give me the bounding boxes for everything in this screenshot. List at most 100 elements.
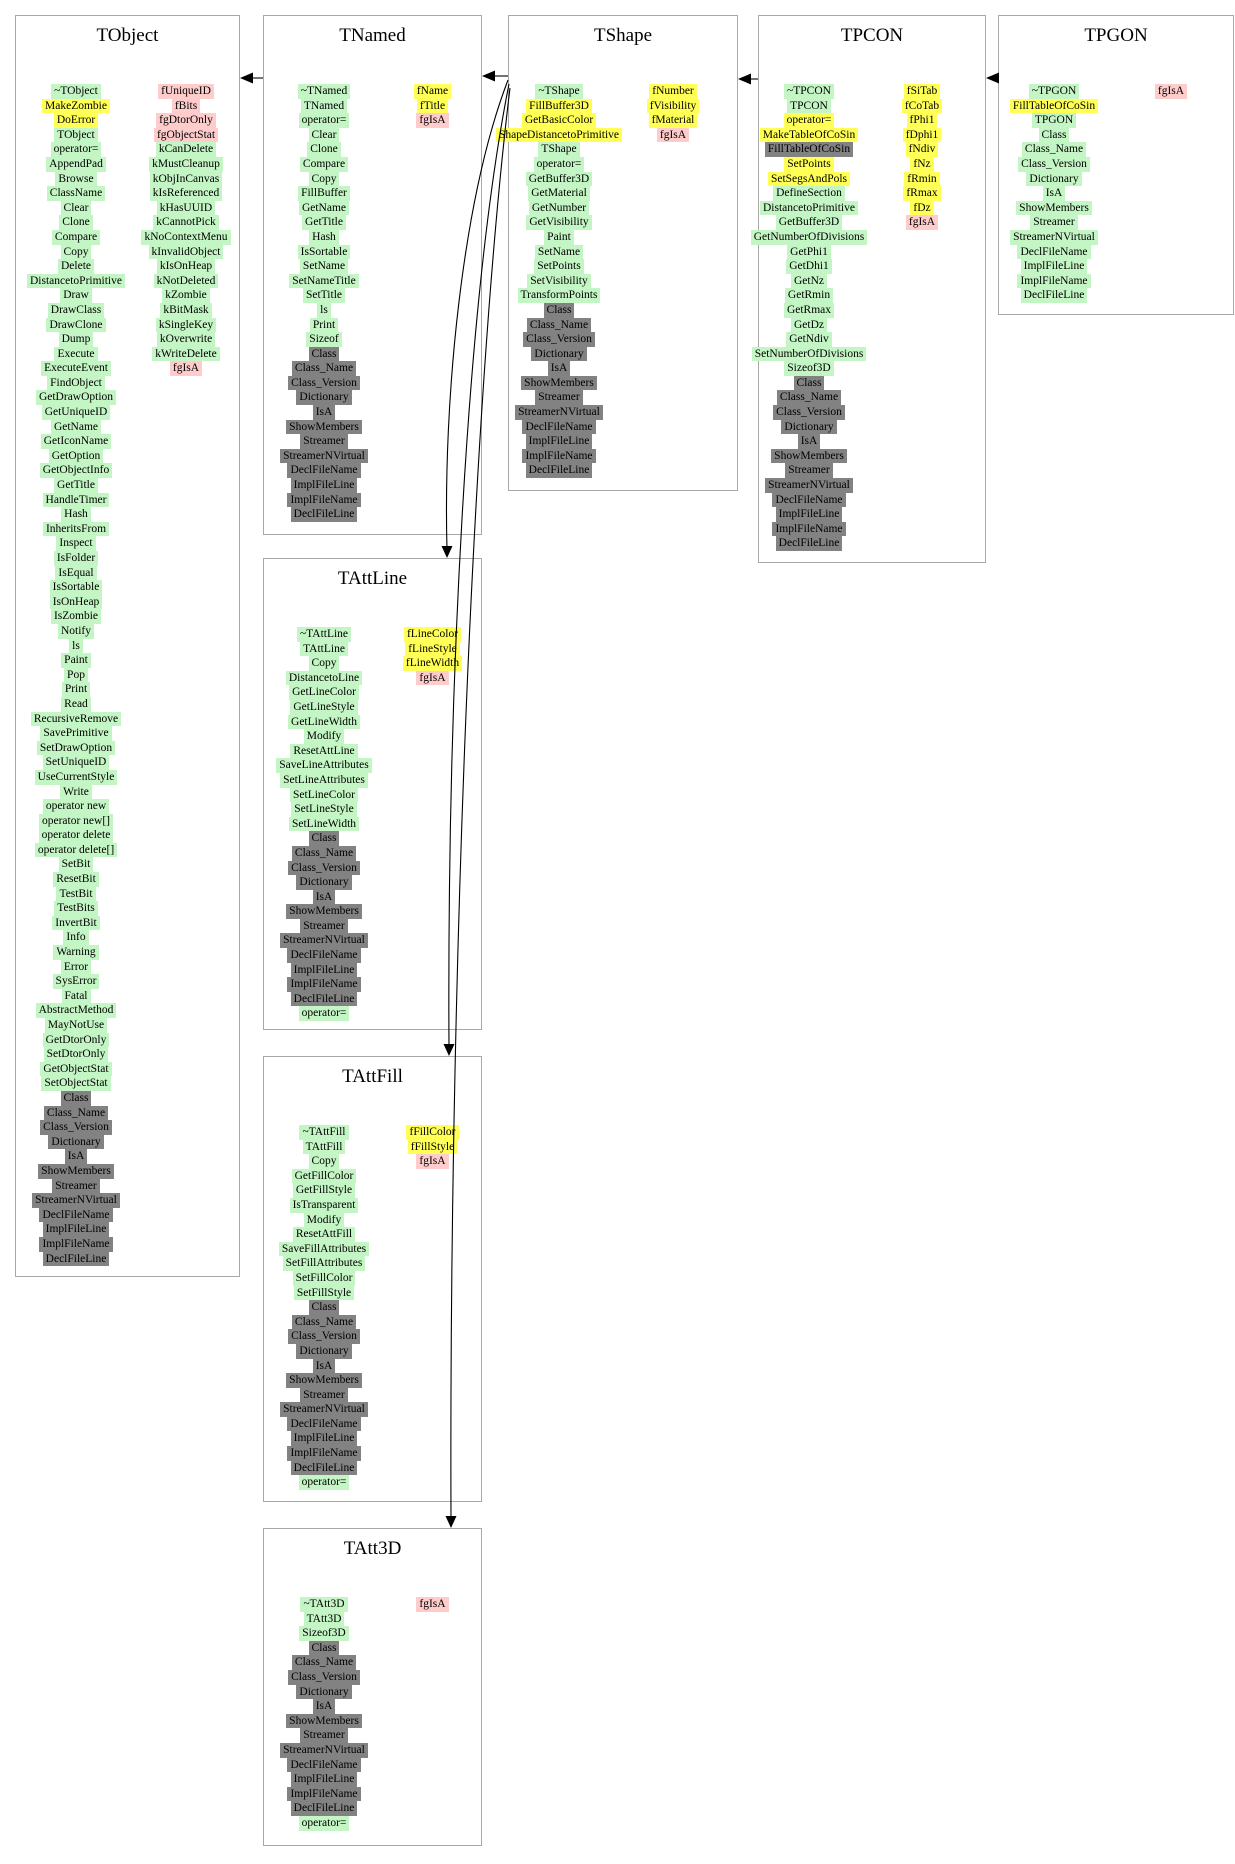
method-cell: Draw — [60, 288, 92, 303]
method-cell: TPGON — [1031, 113, 1077, 128]
method-cell: operator= — [298, 113, 350, 128]
attrs-column: fLineColor fLineStyle fLineWidth fgIsA — [384, 627, 481, 1021]
method-cell: GetNz — [790, 273, 827, 289]
method-cell: DeclFileLine — [525, 463, 593, 479]
method-cell: Streamer — [52, 1178, 100, 1194]
method-cell: SetVisibility — [527, 273, 591, 289]
attr-cell: fgIsA — [416, 113, 449, 128]
method-cell: ImplFileName — [1017, 273, 1091, 289]
method-cell: Class_Name — [291, 361, 357, 376]
method-cell: StreamerNVirtual — [32, 1193, 120, 1208]
method-cell: Error — [60, 959, 92, 975]
method-cell: Class_Version — [288, 860, 360, 876]
method-cell: Delete — [57, 259, 94, 274]
method-cell: AppendPad — [46, 156, 106, 172]
method-cell: DeclFileName — [287, 948, 361, 963]
attr-cell: fgIsA — [1154, 84, 1188, 99]
method-cell: GetNumber — [528, 200, 590, 216]
attr-cell: fLineColor — [403, 627, 462, 642]
method-cell: ImplFileLine — [42, 1222, 110, 1237]
attrs-column: fSiTab fCoTab fPhi1 fDphi1 fNdiv fNz fRmin fRma… — [859, 84, 985, 551]
attrs-column: fgIsA — [384, 1597, 481, 1831]
method-cell: operator= — [298, 1006, 350, 1022]
method-cell: MakeZombie — [42, 98, 110, 114]
method-cell: AbstractMethod — [35, 1003, 117, 1018]
method-cell: Class_Version — [40, 1120, 112, 1135]
attr-cell: fRmin — [904, 171, 940, 187]
method-cell: ResetAttFill — [292, 1227, 356, 1242]
method-cell: GetBuffer3D — [525, 171, 593, 187]
method-cell: IsFolder — [53, 551, 99, 566]
method-cell: GetDrawOption — [35, 390, 117, 406]
method-cell: ImplFileLine — [525, 434, 593, 449]
attr-cell: fDz — [910, 200, 934, 216]
class-title-tnamed: TNamed — [339, 25, 406, 46]
method-cell: GetIconName — [40, 434, 112, 449]
method-cell: Fatal — [61, 988, 91, 1004]
method-cell: GetBuffer3D — [775, 215, 843, 230]
method-cell: ImplFileLine — [1020, 259, 1088, 274]
class-body: ~TAtt3D TAtt3D Sizeof3D Class Class_Name Clas… — [264, 1597, 481, 1831]
method-cell: DeclFileName — [39, 1207, 113, 1223]
method-cell: Warning — [53, 945, 99, 960]
method-cell: Copy — [308, 656, 340, 671]
method-cell: RecursiveRemove — [30, 711, 122, 727]
method-cell: Class — [308, 1640, 340, 1656]
method-cell: SetFillColor — [292, 1270, 356, 1286]
attr-cell: fMaterial — [648, 113, 698, 128]
method-cell: ImplFileLine — [290, 962, 358, 978]
method-cell: SetName — [534, 244, 584, 260]
method-cell: Clone — [307, 142, 341, 157]
method-cell: Class — [60, 1090, 92, 1106]
method-cell: SetObjectStat — [41, 1076, 111, 1091]
attr-cell: kWriteDelete — [152, 346, 220, 362]
class-body: ~TObject MakeZombie DoError TObject operator… — [16, 84, 239, 1267]
attr-cell: fPhi1 — [906, 113, 938, 128]
method-cell: SetTitle — [302, 288, 345, 303]
attr-cell: fSiTab — [903, 84, 941, 99]
attr-cell: fgDtorOnly — [156, 113, 216, 128]
method-cell: Class_Name — [291, 845, 357, 861]
methods-column: ~TAttLine TAttLine Copy DistancetoLine GetLi… — [264, 627, 384, 1022]
method-cell: Clone — [59, 215, 93, 230]
method-cell: Class — [308, 1300, 340, 1315]
method-cell: TPCON — [787, 98, 831, 114]
method-cell: SetLineAttributes — [280, 772, 368, 788]
attr-cell: kZombie — [162, 288, 210, 303]
attr-cell: fLineWidth — [402, 656, 463, 671]
method-cell: DeclFileName — [287, 1757, 361, 1773]
method-cell: SetFillAttributes — [282, 1256, 366, 1271]
method-cell: SetName — [299, 259, 349, 274]
method-cell: SetUniqueID — [42, 755, 110, 770]
attr-cell: kBitMask — [160, 302, 212, 318]
class-title-tobject: TObject — [96, 25, 159, 46]
method-cell: GetTitle — [54, 478, 98, 493]
attr-cell: fNumber — [649, 84, 697, 99]
method-cell: Class_Version — [773, 405, 845, 420]
attr-cell: fgIsA — [656, 127, 690, 143]
method-cell: SetNumberOfDivisions — [751, 346, 867, 362]
method-cell: GetUniqueID — [41, 405, 111, 420]
method-cell: DeclFileLine — [42, 1251, 110, 1267]
method-cell: Dictionary — [296, 390, 352, 406]
method-cell: ShowMembers — [38, 1163, 114, 1179]
method-cell: Write — [60, 784, 92, 800]
method-cell: ShowMembers — [286, 419, 362, 435]
method-cell: Class_Version — [1018, 156, 1090, 172]
method-cell: StreamerNVirtual — [280, 933, 368, 949]
method-cell: ~TShape — [535, 84, 583, 99]
method-cell: Class_Version — [288, 1669, 360, 1685]
method-cell: operator= — [783, 113, 835, 128]
method-cell: InheritsFrom — [42, 521, 110, 537]
class-body: ~TPGON FillTableOfCoSin TPGON Class Class_Na… — [999, 84, 1233, 303]
attr-cell: fName — [413, 84, 452, 99]
class-body: ~TShape FillBuffer3D GetBasicColor ShapeDis… — [495, 84, 737, 479]
method-cell: HandleTimer — [42, 492, 110, 508]
method-cell: ~TAttLine — [296, 627, 352, 642]
method-cell: StreamerNVirtual — [515, 405, 603, 420]
arrowhead-tpcon-to-tshape — [738, 73, 751, 85]
attr-cell: fVisibility — [646, 98, 700, 114]
method-cell: Dictionary — [781, 419, 837, 435]
arrowhead-tnamed-to-tobject — [240, 72, 253, 84]
method-cell: operator delete[] — [34, 842, 118, 858]
